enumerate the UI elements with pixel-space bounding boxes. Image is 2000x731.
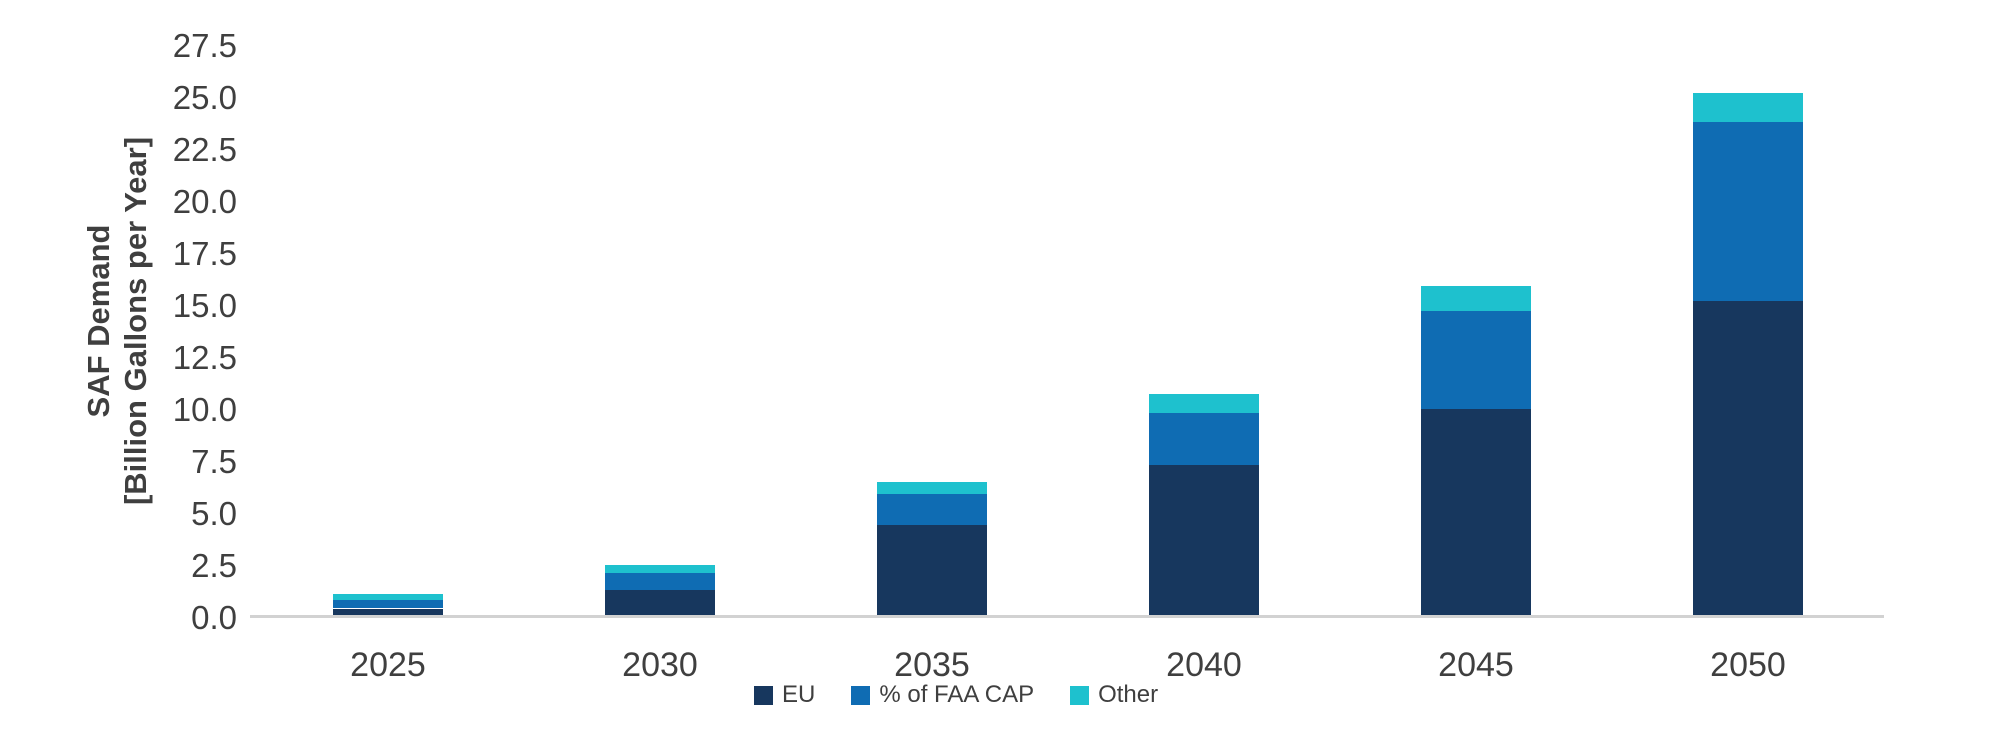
y-tick-label: 2.5 bbox=[191, 547, 237, 584]
bar-segment-eu bbox=[1149, 465, 1259, 617]
x-tick-label: 2050 bbox=[1710, 646, 1786, 684]
legend-item: % of FAA CAP bbox=[851, 683, 1034, 707]
y-tick-label: 10.0 bbox=[172, 391, 237, 428]
y-tick-label: 17.5 bbox=[172, 235, 237, 272]
bar-segment-of-faa-cap bbox=[877, 494, 987, 525]
bar-segment-other bbox=[333, 594, 443, 600]
bar-segment-of-faa-cap bbox=[605, 573, 715, 590]
bar-segment-other bbox=[1149, 394, 1259, 413]
bar-segment-eu bbox=[1693, 301, 1803, 617]
y-tick-label: 15.0 bbox=[172, 287, 237, 324]
x-axis-line bbox=[250, 615, 1884, 618]
bar-segment-eu bbox=[605, 590, 715, 617]
x-tick-label: 2035 bbox=[894, 646, 970, 684]
bar-segment-of-faa-cap bbox=[1421, 311, 1531, 409]
bar-segment-of-faa-cap bbox=[333, 600, 443, 608]
y-tick-label: 27.5 bbox=[172, 27, 237, 64]
bar-segment-other bbox=[605, 565, 715, 573]
legend-label: Other bbox=[1098, 681, 1159, 708]
bar-segment-eu bbox=[333, 609, 443, 617]
x-tick-label: 2030 bbox=[622, 646, 698, 684]
legend: EU % of FAA CAP Other bbox=[754, 683, 1158, 707]
y-tick-label: 20.0 bbox=[172, 183, 237, 220]
bar-segment-other bbox=[877, 482, 987, 494]
x-tick-label: 2025 bbox=[350, 646, 426, 684]
y-tick-label: 7.5 bbox=[191, 443, 237, 480]
bar-segment-of-faa-cap bbox=[1693, 122, 1803, 301]
bar-segment-other bbox=[1421, 286, 1531, 311]
bar-segment-other bbox=[1693, 93, 1803, 122]
y-tick-label: 0.0 bbox=[191, 599, 237, 636]
y-axis-title-line1: SAF Demand bbox=[81, 224, 116, 418]
bar-segment-eu bbox=[1421, 409, 1531, 617]
bar-segment-of-faa-cap bbox=[1149, 413, 1259, 465]
legend-swatch-icon bbox=[1070, 685, 1090, 705]
x-tick-label: 2040 bbox=[1166, 646, 1242, 684]
bar-segment-eu bbox=[877, 525, 987, 617]
legend-label: % of FAA CAP bbox=[879, 681, 1035, 708]
legend-label: EU bbox=[782, 681, 816, 708]
x-tick-label: 2045 bbox=[1438, 646, 1514, 684]
y-tick-label: 22.5 bbox=[172, 131, 237, 168]
y-tick-label: 12.5 bbox=[172, 339, 237, 376]
legend-item: Other bbox=[1070, 683, 1158, 707]
legend-swatch-icon bbox=[754, 685, 773, 705]
legend-item: EU bbox=[754, 683, 815, 707]
y-tick-label: 25.0 bbox=[172, 79, 237, 116]
legend-swatch-icon bbox=[851, 685, 871, 705]
y-tick-label: 5.0 bbox=[191, 495, 237, 532]
